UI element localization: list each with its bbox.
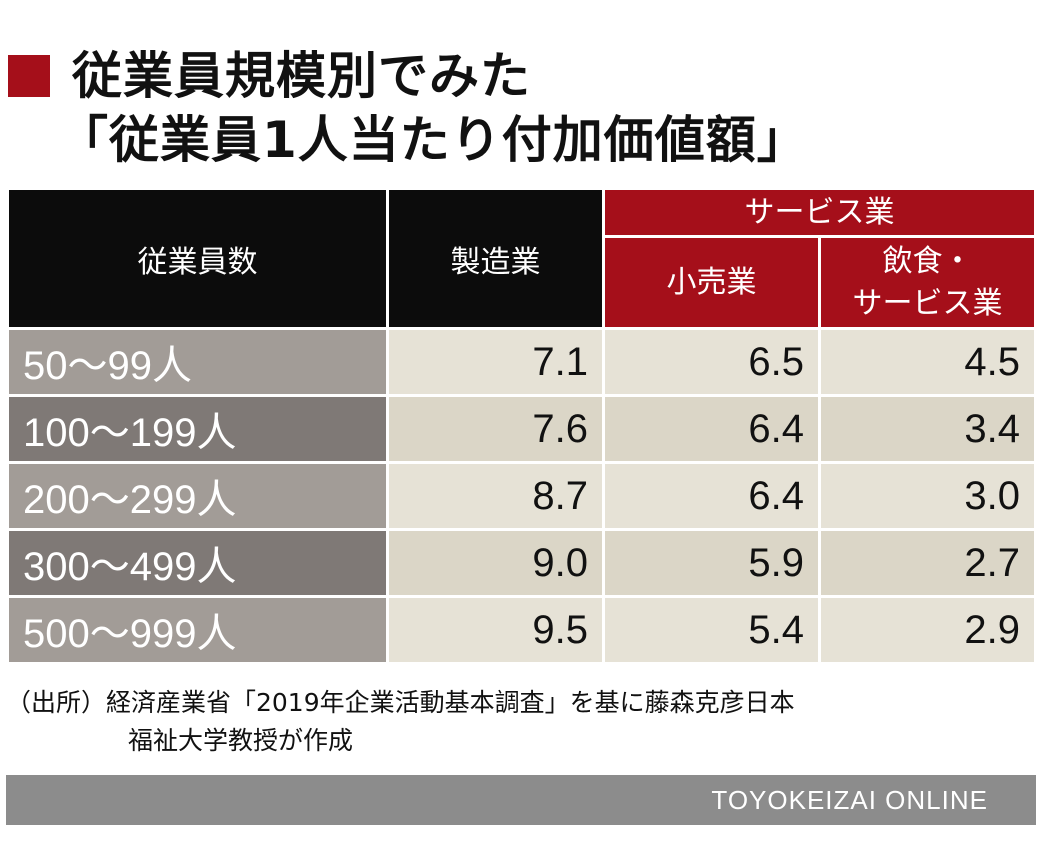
header-employees: 従業員数 [6, 187, 389, 330]
manufacturing-value: 9.0 [386, 528, 605, 598]
title-marker-square [8, 55, 50, 97]
source-line-1: （出所）経済産業省「2019年企業活動基本調査」を基に藤森克彦日本 [6, 688, 795, 717]
chart-title: 従業員規模別でみた 「従業員1人当たり付加価値額」 [8, 44, 1028, 172]
row-label: 200〜299人 [6, 461, 389, 531]
manufacturing-value: 8.7 [386, 461, 605, 531]
food-services-value: 2.7 [818, 528, 1037, 598]
source-note: （出所）経済産業省「2019年企業活動基本調査」を基に藤森克彦日本 福祉大学教授… [6, 684, 1036, 760]
row-label: 300〜499人 [6, 528, 389, 598]
header-retail: 小売業 [602, 235, 821, 330]
header-food-services: 飲食・ サービス業 [818, 235, 1037, 330]
header-services-group: サービス業 [602, 187, 1037, 238]
row-label: 500〜999人 [6, 595, 389, 665]
table-row: 50〜99人 7.1 6.5 4.5 [6, 327, 1037, 397]
title-line-2: 「従業員1人当たり付加価値額」 [58, 111, 808, 169]
retail-value: 5.4 [602, 595, 821, 665]
value-added-table: 従業員数 製造業 サービス業 小売業 飲食・ サービス業 50〜99人 7.1 … [6, 187, 1037, 665]
footer-brand-logo: TOYOKEIZAI ONLINE [711, 785, 988, 815]
table-row: 200〜299人 8.7 6.4 3.0 [6, 461, 1037, 531]
manufacturing-value: 9.5 [386, 595, 605, 665]
manufacturing-value: 7.1 [386, 327, 605, 397]
retail-value: 6.5 [602, 327, 821, 397]
manufacturing-value: 7.6 [386, 394, 605, 464]
food-services-value: 3.4 [818, 394, 1037, 464]
food-services-value: 4.5 [818, 327, 1037, 397]
retail-value: 6.4 [602, 461, 821, 531]
title-line-1: 従業員規模別でみた [72, 47, 531, 105]
row-label: 50〜99人 [6, 327, 389, 397]
retail-value: 5.9 [602, 528, 821, 598]
table-row: 300〜499人 9.0 5.9 2.7 [6, 528, 1037, 598]
header-food-services-line1: 飲食・ [882, 243, 973, 279]
header-manufacturing: 製造業 [386, 187, 605, 330]
food-services-value: 3.0 [818, 461, 1037, 531]
food-services-value: 2.9 [818, 595, 1037, 665]
source-line-2: 福祉大学教授が作成 [128, 726, 354, 755]
header-food-services-line2: サービス業 [852, 285, 1003, 321]
footer-bar: TOYOKEIZAI ONLINE [6, 775, 1036, 825]
row-label: 100〜199人 [6, 394, 389, 464]
table-row: 100〜199人 7.6 6.4 3.4 [6, 394, 1037, 464]
retail-value: 6.4 [602, 394, 821, 464]
table-row: 500〜999人 9.5 5.4 2.9 [6, 595, 1037, 665]
